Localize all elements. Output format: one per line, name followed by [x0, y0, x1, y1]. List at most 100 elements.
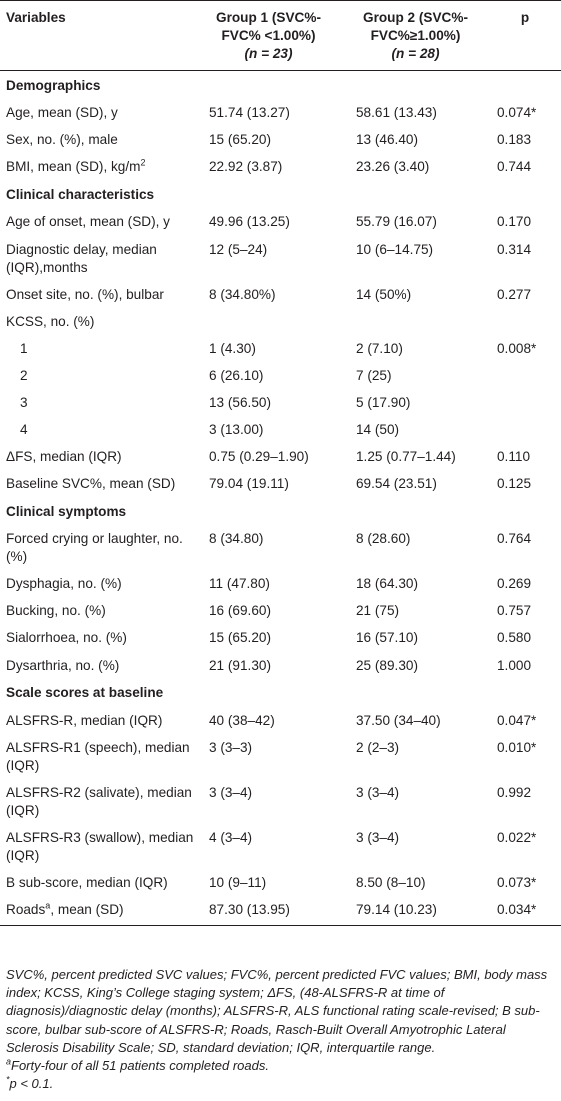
group1-value: 13 (56.50): [209, 394, 271, 410]
group2-value: 5 (17.90): [356, 394, 411, 410]
row-label: ALSFRS-R1 (speech), median (IQR): [0, 733, 195, 778]
section-row: Demographics: [0, 71, 561, 100]
row-label: 1: [0, 335, 195, 362]
p-value: 0.125: [497, 476, 532, 492]
group1-value: 3 (3–4): [209, 784, 253, 800]
row-label-suffix: , mean (SD): [50, 901, 124, 917]
table-row: B sub-score, median (IQR) 10 (9–11) 8.50 (…: [0, 869, 561, 896]
table-row: KCSS, no. (%): [0, 307, 561, 334]
group1-value: 11 (47.80): [209, 576, 270, 592]
row-label-text: Sex, no. (%), male: [6, 132, 118, 148]
row-label-text: ALSFRS-R3 (swallow), median (IQR): [6, 829, 194, 863]
row-label: BMI, mean (SD), kg/m2: [0, 153, 195, 180]
header-row: Variables Group 1 (SVC%- FVC% <1.00%) (n…: [0, 0, 561, 71]
row-label-superscript: 2: [140, 157, 146, 168]
row-label: B sub-score, median (IQR): [0, 869, 195, 896]
row-label-text: ΔFS, median (IQR): [6, 449, 122, 465]
table-row: Sialorrhoea, no. (%) 15 (65.20) 16 (57.10)…: [0, 624, 561, 651]
p-value: 0.008*: [497, 340, 537, 356]
group2-value: 8 (28.60): [356, 531, 411, 547]
row-label-text: Diagnostic delay, median (IQR),months: [6, 241, 157, 275]
group2-value: 2 (7.10): [356, 340, 403, 356]
p-value: 0.183: [497, 132, 532, 148]
group2-value: 13 (46.40): [356, 132, 418, 148]
row-label: ALSFRS-R3 (swallow), median (IQR): [0, 824, 195, 869]
table-row: Age of onset, mean (SD), y 49.96 (13.25) 5…: [0, 208, 561, 235]
row-label: Dysphagia, no. (%): [0, 570, 195, 597]
group2-value: 14 (50): [356, 421, 400, 437]
group1-value: 3 (3–3): [209, 739, 253, 755]
row-label-text: KCSS, no. (%): [6, 313, 95, 329]
row-label: ALSFRS-R2 (salivate), median (IQR): [0, 779, 195, 824]
row-label-text: Dysarthria, no. (%): [6, 657, 120, 673]
footnote-a-text: Forty-four of all 51 patients completed …: [11, 1058, 269, 1074]
group1-value: 21 (91.30): [209, 657, 271, 673]
group1-value: 16 (69.60): [209, 603, 271, 619]
table-row: ALSFRS-R2 (salivate), median (IQR) 3 (3–4…: [0, 779, 561, 824]
group2-value: 58.61 (13.43): [356, 105, 437, 121]
table-row: 1 1 (4.30) 2 (7.10) 0.008*: [0, 335, 561, 362]
row-label-text: Roads: [6, 901, 46, 917]
group1-value: 8 (34.80): [209, 531, 264, 547]
p-value: 0.269: [497, 576, 532, 592]
row-label-text: 1: [20, 340, 28, 356]
group2-value: 16 (57.10): [356, 630, 418, 646]
row-label-text: ALSFRS-R1 (speech), median (IQR): [6, 739, 190, 773]
section-row: Clinical symptoms: [0, 497, 561, 525]
p-value: 0.744: [497, 159, 532, 175]
table-row: Diagnostic delay, median (IQR),months 12 …: [0, 235, 561, 280]
row-label-text: B sub-score, median (IQR): [6, 874, 168, 890]
group2-value: 79.14 (10.23): [342, 895, 489, 926]
row-label: Sialorrhoea, no. (%): [0, 624, 195, 651]
row-label-text: Bucking, no. (%): [6, 603, 106, 619]
group2-value: 2 (2–3): [356, 739, 400, 755]
p-value: 1.000: [497, 657, 532, 673]
group2-value: 10 (6–14.75): [356, 241, 434, 257]
group1-value: 49.96 (13.25): [209, 214, 290, 230]
table-row: 4 3 (13.00) 14 (50): [0, 416, 561, 443]
header-group1-line1: Group 1 (SVC%-: [216, 10, 321, 25]
row-label: 2: [0, 362, 195, 389]
row-label: 4: [0, 416, 195, 443]
p-value: 0.022*: [497, 829, 537, 845]
footnote-a-mark: a: [6, 1056, 12, 1067]
section-heading: Scale scores at baseline: [6, 685, 164, 701]
p-value: [489, 307, 561, 334]
section-heading: Clinical symptoms: [6, 504, 127, 520]
table-row: Roadsa, mean (SD) 87.30 (13.95) 79.14 (10.…: [0, 895, 561, 926]
row-label: 3: [0, 389, 195, 416]
group2-value: 7 (25): [356, 367, 392, 383]
header-variables: Variables: [0, 0, 195, 71]
group2-value: 55.79 (16.07): [356, 214, 437, 230]
group1-value: 0.75 (0.29–1.90): [209, 449, 309, 465]
header-group1: Group 1 (SVC%- FVC% <1.00%) (n = 23): [195, 0, 342, 71]
group1-value: [195, 307, 342, 334]
group1-value: 12 (5–24): [209, 241, 268, 257]
table-row: Dysarthria, no. (%) 21 (91.30) 25 (89.30) 1…: [0, 651, 561, 678]
table-row: Onset site, no. (%), bulbar 8 (34.80%) 14 …: [0, 280, 561, 307]
group2-value: 8.50 (8–10): [356, 874, 426, 890]
row-label: Dysarthria, no. (%): [0, 651, 195, 678]
group1-value: 10 (9–11): [209, 874, 267, 890]
group1-value: 87.30 (13.95): [195, 895, 342, 926]
p-value: 0.047*: [497, 712, 537, 728]
header-group2-line2: FVC%≥1.00%): [370, 28, 461, 43]
footnote-star-mark: *: [6, 1074, 10, 1085]
footnote-a: aForty-four of all 51 patients completed…: [6, 1057, 554, 1075]
row-label: Bucking, no. (%): [0, 597, 195, 624]
row-label-text: 3: [20, 394, 28, 410]
group2-value: 69.54 (23.51): [356, 476, 437, 492]
group2-value: 3 (3–4): [356, 829, 400, 845]
table-row: BMI, mean (SD), kg/m2 22.92 (3.87) 23.26 (…: [0, 153, 561, 180]
group2-value: 37.50 (34–40): [356, 712, 441, 728]
row-label-text: Dysphagia, no. (%): [6, 576, 122, 592]
group1-value: 8 (34.80%): [209, 286, 276, 302]
p-value: [489, 416, 561, 443]
table-row: ALSFRS-R1 (speech), median (IQR) 3 (3–3) 2…: [0, 733, 561, 778]
footnote-star-text: p < 0.1.: [9, 1076, 54, 1092]
row-label-text: 2: [20, 367, 28, 383]
row-label: Age, mean (SD), y: [0, 99, 195, 126]
row-label-text: Forced crying or laughter, no. (%): [6, 531, 183, 565]
p-value: 0.314: [497, 241, 532, 257]
header-group1-line2: FVC% <1.00%): [221, 28, 316, 43]
